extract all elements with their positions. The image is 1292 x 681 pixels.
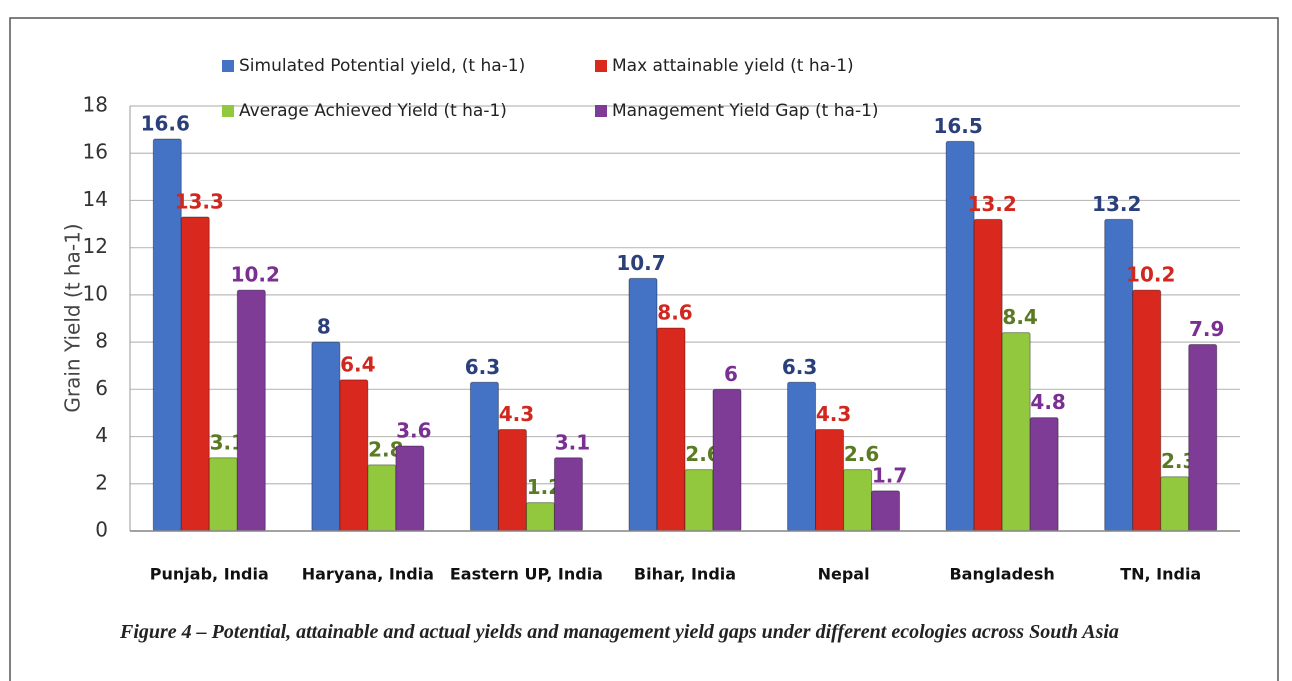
data-label: 6: [724, 362, 738, 386]
legend-label: Average Achieved Yield (t ha-1): [239, 101, 507, 121]
data-label: 3.6: [396, 419, 431, 443]
bar: [339, 379, 369, 532]
y-tick-label: 16: [83, 140, 108, 164]
data-label: 3.1: [555, 430, 590, 454]
data-label: 13.2: [1092, 192, 1141, 216]
data-label: 16.6: [141, 112, 190, 136]
x-tick-label: TN, India: [1120, 565, 1201, 584]
bar: [1029, 417, 1059, 532]
data-label: 6.4: [340, 352, 375, 376]
caption: Figure 4 – Potential, attainable and act…: [120, 621, 1119, 643]
data-label: 10.2: [1126, 263, 1175, 287]
legend-label: Management Yield Gap (t ha-1): [612, 101, 879, 121]
y-tick-label: 12: [83, 234, 108, 258]
y-tick-label: 18: [83, 93, 108, 117]
legend-label: Max attainable yield (t ha-1): [612, 56, 854, 76]
x-tick-label: Haryana, India: [302, 565, 434, 584]
bar: [525, 502, 555, 532]
bar: [553, 457, 583, 532]
bar: [367, 464, 397, 532]
y-tick-label: 0: [95, 518, 108, 542]
legend-swatch: [222, 60, 234, 72]
bar: [787, 381, 817, 532]
data-label: 8.6: [657, 300, 692, 324]
x-tick-label: Eastern UP, India: [450, 565, 603, 584]
bar: [684, 469, 714, 532]
data-label: 1.7: [872, 463, 907, 487]
data-label: 6.3: [465, 355, 500, 379]
data-label: 6.3: [782, 355, 817, 379]
bar: [843, 469, 873, 532]
legend-swatch: [222, 105, 234, 117]
bar: [1132, 289, 1162, 532]
x-tick-label: Nepal: [818, 565, 870, 584]
bar: [469, 381, 499, 532]
bar: [395, 445, 425, 532]
y-tick-label: 6: [95, 376, 108, 400]
data-label: 13.2: [967, 192, 1016, 216]
bar: [208, 457, 238, 532]
x-tick-label: Bihar, India: [634, 565, 736, 584]
legend-label: Simulated Potential yield, (t ha-1): [239, 56, 525, 76]
bar: [497, 428, 527, 532]
frame: [9, 17, 1279, 681]
y-tick-label: 2: [95, 470, 108, 494]
bar: [815, 428, 845, 532]
y-tick-label: 8: [95, 329, 108, 353]
x-tick-label: Bangladesh: [949, 565, 1054, 584]
y-axis-label: Grain Yield (t ha-1): [61, 223, 85, 412]
bar: [628, 277, 658, 532]
x-tick-label: Punjab, India: [150, 565, 269, 584]
data-label: 4.8: [1030, 390, 1065, 414]
data-label: 8.4: [1002, 305, 1037, 329]
legend-swatch: [595, 60, 607, 72]
bar: [656, 327, 686, 532]
bar: [871, 490, 901, 532]
bar: [1160, 476, 1190, 532]
y-tick-label: 10: [83, 281, 108, 305]
data-label: 16.5: [933, 114, 982, 138]
data-label: 8: [317, 315, 331, 339]
data-label: 13.3: [175, 189, 224, 213]
bar: [1001, 332, 1031, 532]
bar: [973, 218, 1003, 532]
bar: [1188, 343, 1218, 532]
data-label: 4.3: [499, 402, 534, 426]
y-tick-label: 14: [83, 187, 108, 211]
bar: [311, 341, 341, 532]
bar: [180, 216, 210, 532]
data-label: 2.6: [844, 442, 879, 466]
y-tick-label: 4: [95, 423, 108, 447]
data-label: 10.7: [616, 251, 665, 275]
data-label: 10.2: [231, 263, 280, 287]
data-label: 7.9: [1189, 317, 1224, 341]
bar: [712, 388, 742, 532]
bar: [236, 289, 266, 532]
data-label: 4.3: [816, 402, 851, 426]
legend-swatch: [595, 105, 607, 117]
